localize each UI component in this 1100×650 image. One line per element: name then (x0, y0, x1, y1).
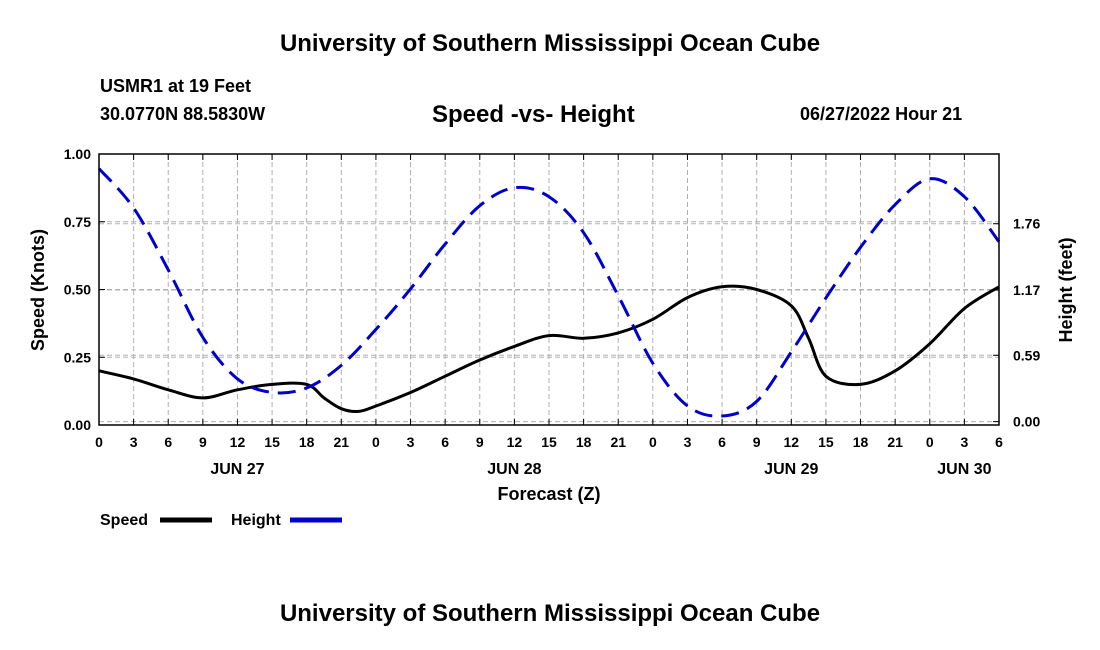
x-tick-label: 3 (960, 434, 968, 450)
x-tick-label: 6 (718, 434, 726, 450)
coordinates-label: 30.0770N 88.5830W (100, 104, 266, 124)
x-tick-label: 15 (264, 434, 280, 450)
x-date-label: JUN 28 (487, 461, 541, 478)
chart-subtitle: Speed -vs- Height (432, 101, 635, 128)
x-tick-label: 6 (164, 434, 172, 450)
footer-title: University of Southern Mississippi Ocean… (279, 600, 821, 627)
x-tick-label: 0 (372, 434, 380, 450)
y-tick-label: 0.25 (64, 349, 91, 365)
y2-tick-label: 1.76 (1013, 216, 1040, 232)
x-tick-label: 21 (610, 434, 626, 450)
x-tick-label: 0 (649, 434, 657, 450)
x-tick-label: 18 (299, 434, 315, 450)
x-tick-label: 3 (684, 434, 692, 450)
x-tick-label: 3 (130, 434, 138, 450)
forecast-datetime: 06/27/2022 Hour 21 (800, 104, 963, 124)
x-tick-label: 9 (199, 434, 207, 450)
x-axis-label: Forecast (Z) (497, 484, 600, 504)
legend-speed-label: Speed (100, 512, 148, 529)
legend-height-label: Height (231, 512, 281, 529)
legend: Speed Height (100, 512, 342, 529)
y2-tick-label: 0.00 (1013, 414, 1040, 430)
x-tick-label: 6 (995, 434, 1003, 450)
x-tick-label: 12 (230, 434, 246, 450)
y-tick-label: 0.50 (64, 282, 91, 298)
x-tick-label: 9 (476, 434, 484, 450)
x-tick-label: 9 (753, 434, 761, 450)
chart-title: University of Southern Mississippi Ocean… (279, 30, 821, 57)
series-group (97, 167, 1001, 418)
series-line-speed (98, 284, 1000, 414)
y-tick-label: 1.00 (64, 146, 91, 162)
x-tick-label: 6 (441, 434, 449, 450)
y2-axis-label: Height (feet) (1056, 238, 1076, 343)
x-tick-label: 12 (507, 434, 523, 450)
station-label: USMR1 at 19 Feet (100, 76, 252, 96)
x-date-label: JUN 29 (764, 461, 818, 478)
x-tick-label: 15 (818, 434, 834, 450)
x-tick-label: 21 (887, 434, 903, 450)
x-date-label: JUN 30 (937, 461, 991, 478)
x-tick-label: 21 (334, 434, 350, 450)
y-tick-label: 0.75 (64, 214, 91, 230)
axis-ticks: 0 3 6 9 12 15 18 21 0 3 6 9 12 15 18 21 0 3 6 9 12 15 18 21 0 3 6J… (64, 146, 1041, 478)
x-tick-label: 0 (926, 434, 934, 450)
y-axis-label: Speed (Knots) (28, 229, 48, 351)
x-tick-label: 15 (541, 434, 557, 450)
series-line-height (97, 167, 1001, 418)
x-date-label: JUN 27 (210, 461, 264, 478)
x-tick-label: 0 (95, 434, 103, 450)
y-tick-label: 0.00 (64, 417, 91, 433)
x-tick-label: 3 (407, 434, 415, 450)
y2-tick-label: 0.59 (1013, 347, 1040, 363)
y2-tick-label: 1.17 (1013, 282, 1040, 298)
x-tick-label: 18 (853, 434, 869, 450)
x-tick-label: 18 (576, 434, 592, 450)
x-tick-label: 12 (784, 434, 800, 450)
